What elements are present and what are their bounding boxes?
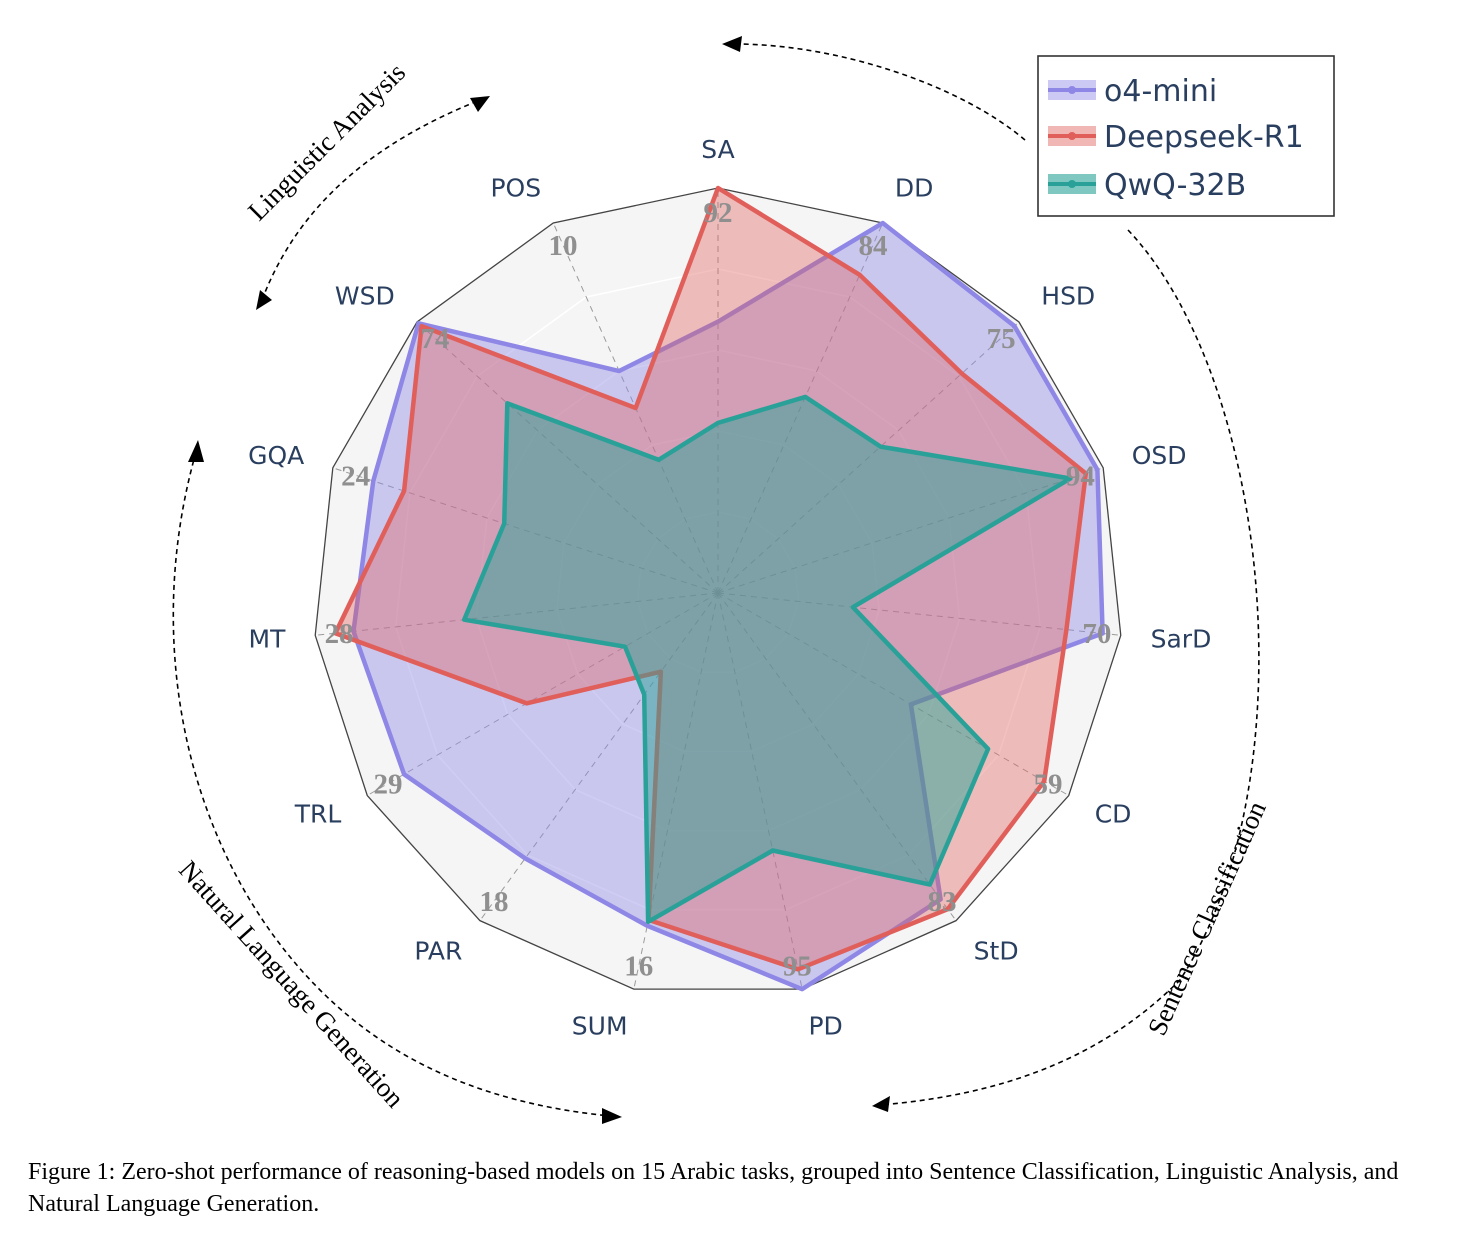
arrowhead-5 (872, 1096, 890, 1112)
legend-marker-o4-mini (1068, 86, 1076, 94)
arrowhead-6 (602, 1108, 622, 1124)
axis-max-HSD: 75 (987, 323, 1016, 355)
arrowhead-1 (722, 36, 742, 52)
radar-series (333, 185, 1105, 992)
axis-label-HSD: HSD (1041, 282, 1095, 311)
axis-max-OSD: 94 (1066, 460, 1095, 492)
axis-label-StD: StD (974, 936, 1019, 965)
group-label-linguistic: Linguistic Analysis (242, 57, 411, 226)
axis-max-GQA: 24 (341, 460, 370, 492)
axis-label-POS: POS (490, 173, 541, 202)
axis-max-StD: 83 (927, 886, 956, 918)
axis-label-PD: PD (808, 1011, 842, 1040)
arc-linguistic (261, 99, 481, 301)
axis-max-SarD: 70 (1082, 618, 1111, 650)
figure-caption: Figure 1: Zero-shot performance of reaso… (28, 1159, 1399, 1217)
arrowhead-4 (188, 440, 204, 462)
group-label-sentence: Sentence Classification (1142, 796, 1272, 1039)
legend-label-o4-mini: o4-mini (1104, 74, 1217, 109)
axis-label-SA: SA (701, 135, 734, 164)
group-label-nlg: Natural Language Generation (173, 855, 410, 1114)
axis-max-TRL: 29 (374, 769, 403, 801)
axis-max-POS: 10 (549, 230, 578, 262)
arc-nlg (172, 451, 611, 1117)
legend-label-deepseek: Deepseek-R1 (1104, 120, 1304, 155)
arc-arrowheads (188, 36, 890, 1124)
axis-max-WSD: 74 (420, 323, 449, 355)
axis-max-PAR: 18 (480, 886, 509, 918)
legend: o4-mini Deepseek-R1 QwQ-32B (1037, 55, 1335, 217)
radar-chart: SA 92 DD 84 HSD 75 OSD 94 SarD 70 CD 59 StD 83 PD 95 SUM… (172, 36, 1335, 1124)
arc-top (737, 43, 1026, 141)
axis-label-TRL: TRL (294, 800, 342, 829)
axis-max-DD: 84 (858, 230, 887, 262)
axis-label-GQA: GQA (248, 441, 304, 470)
axis-labels: SA 92 DD 84 HSD 75 OSD 94 SarD 70 CD 59 StD 83 PD 95 SUM… (248, 135, 1211, 1040)
axis-label-WSD: WSD (335, 282, 395, 311)
axis-label-CD: CD (1095, 800, 1132, 829)
arc-sentence (879, 229, 1260, 1106)
axis-label-SUM: SUM (572, 1011, 628, 1040)
axis-max-SUM: 16 (624, 951, 653, 983)
group-arcs (172, 43, 1260, 1117)
legend-marker-qwq (1068, 180, 1076, 188)
axis-max-CD: 59 (1033, 769, 1062, 801)
axis-label-PAR: PAR (414, 936, 462, 965)
axis-label-MT: MT (249, 624, 287, 653)
arrowhead-3 (256, 290, 272, 310)
axis-max-PD: 95 (783, 951, 812, 983)
axis-label-DD: DD (895, 173, 934, 202)
axis-max-SA: 92 (704, 197, 733, 229)
axis-label-OSD: OSD (1132, 441, 1187, 470)
series-QwQ-32B (461, 394, 1073, 925)
arrowhead-2 (470, 96, 490, 112)
grid-ring-1 (395, 268, 1041, 911)
axis-label-SarD: SarD (1151, 624, 1212, 653)
legend-marker-deepseek (1068, 132, 1076, 140)
legend-label-qwq: QwQ-32B (1104, 168, 1246, 203)
axis-max-MT: 28 (325, 618, 354, 650)
